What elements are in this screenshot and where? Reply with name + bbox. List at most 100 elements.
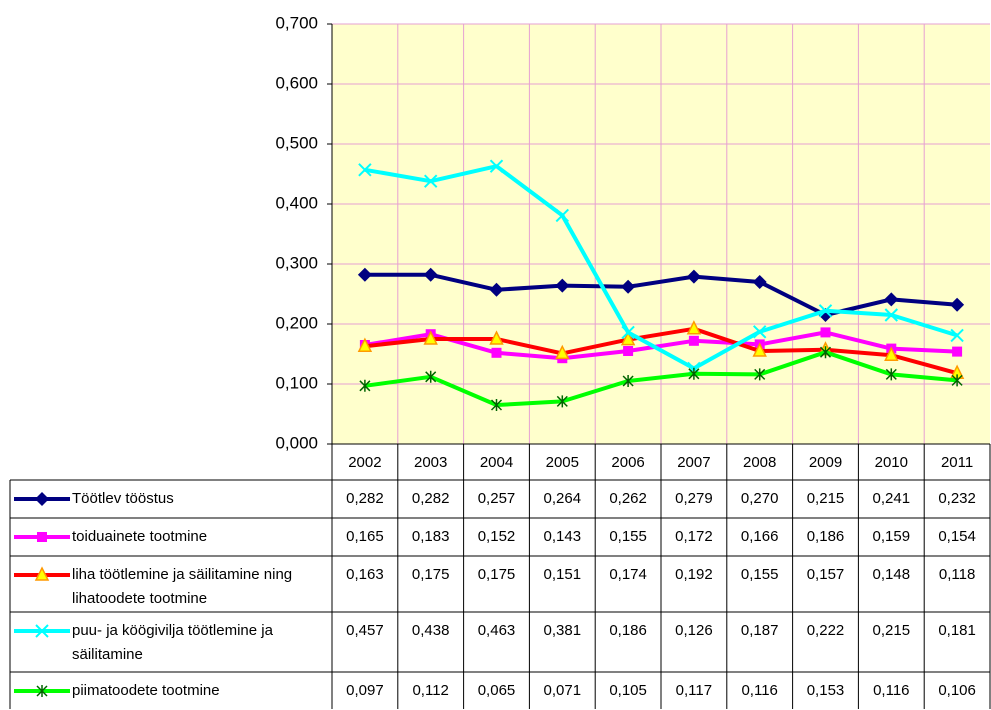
marker <box>820 327 831 338</box>
legend-marker <box>34 566 50 581</box>
y-tick-label: 0,100 <box>275 373 318 392</box>
table-value: 0,097 <box>346 682 384 699</box>
legend-label: piimatoodete tootmine <box>72 682 220 699</box>
marker <box>423 330 438 345</box>
marker <box>885 368 897 381</box>
table-value: 0,117 <box>676 682 712 699</box>
table-value: 0,165 <box>346 528 384 545</box>
series-line <box>364 164 958 371</box>
marker <box>818 304 833 318</box>
y-tick-label: 0,500 <box>275 133 318 152</box>
x-tick-label: 2002 <box>348 454 381 471</box>
x-tick-label: 2005 <box>546 454 579 471</box>
y-tick-label: 0,000 <box>275 433 318 452</box>
table-value: 0,381 <box>544 622 582 639</box>
marker <box>752 275 767 289</box>
marker <box>950 328 964 343</box>
legend-label: puu- ja köögivilja töötlemine ja säilita… <box>72 622 273 663</box>
marker <box>491 347 502 358</box>
legend-label: toiduainete tootmine <box>72 528 208 545</box>
series-line <box>364 350 958 407</box>
table-value: 0,181 <box>938 622 976 639</box>
table-value: 0,270 <box>741 490 779 507</box>
table-value: 0,192 <box>675 566 713 583</box>
table-value: 0,262 <box>609 490 647 507</box>
table-value: 0,166 <box>741 528 779 545</box>
legend-marker <box>35 492 49 506</box>
marker <box>423 174 438 188</box>
x-tick-label: 2011 <box>941 454 973 471</box>
marker <box>688 367 700 380</box>
table-value: 0,153 <box>807 682 845 699</box>
table-value: 0,148 <box>873 566 911 583</box>
x-tick-label: 2003 <box>414 454 447 471</box>
table-value: 0,215 <box>807 490 845 507</box>
marker <box>490 399 503 411</box>
table-value: 0,232 <box>938 490 976 507</box>
table-value: 0,105 <box>609 682 647 699</box>
table-value: 0,457 <box>346 622 384 639</box>
table-value: 0,264 <box>544 490 582 507</box>
table-value: 0,186 <box>807 528 845 545</box>
series-line <box>364 330 958 361</box>
marker <box>359 379 371 392</box>
table-value: 0,172 <box>675 528 713 545</box>
marker <box>621 325 635 340</box>
marker <box>555 344 570 360</box>
table-value: 0,175 <box>478 566 516 583</box>
x-tick-label: 2004 <box>480 454 513 471</box>
marker <box>489 330 504 345</box>
marker <box>622 375 634 387</box>
y-tick-label: 0,600 <box>275 73 318 92</box>
legend-label: liha töötlemine ja säilitamine ning liha… <box>72 566 293 607</box>
marker <box>884 292 899 307</box>
table-value: 0,071 <box>544 682 582 699</box>
marker <box>752 325 767 339</box>
marker <box>621 279 636 294</box>
legend-marker <box>37 532 47 542</box>
marker <box>686 320 702 335</box>
table-value: 0,279 <box>675 490 713 507</box>
table-value: 0,175 <box>412 566 450 583</box>
table-value: 0,065 <box>478 682 516 699</box>
table-value: 0,222 <box>807 622 845 639</box>
x-tick-label: 2010 <box>875 454 908 471</box>
marker <box>754 368 766 381</box>
marker <box>489 159 504 173</box>
table-value: 0,282 <box>346 490 384 507</box>
table-value: 0,438 <box>412 622 450 639</box>
y-tick-label: 0,200 <box>275 313 318 332</box>
series-line <box>364 272 958 317</box>
table-value: 0,183 <box>412 528 450 545</box>
marker <box>555 208 570 223</box>
table-value: 0,163 <box>346 566 384 583</box>
marker <box>489 282 504 297</box>
table-value: 0,155 <box>609 528 647 545</box>
table-value: 0,174 <box>609 566 647 583</box>
table-value: 0,116 <box>873 682 909 699</box>
table-value: 0,257 <box>478 490 516 507</box>
table-value: 0,282 <box>412 490 450 507</box>
x-tick-label: 2009 <box>809 454 842 471</box>
table-value: 0,187 <box>741 622 779 639</box>
table-value: 0,186 <box>609 622 647 639</box>
legend-marker <box>36 685 48 697</box>
table-value: 0,116 <box>741 682 777 699</box>
table-value: 0,151 <box>544 566 582 583</box>
marker <box>688 335 699 346</box>
marker <box>358 163 372 177</box>
marker <box>620 330 636 346</box>
marker <box>951 374 963 387</box>
table-value: 0,152 <box>478 528 516 545</box>
table-value: 0,106 <box>938 682 976 699</box>
table-value: 0,143 <box>544 528 582 545</box>
marker <box>425 370 437 383</box>
series-line <box>364 326 958 376</box>
marker <box>819 346 832 359</box>
marker <box>884 308 899 322</box>
table-value: 0,112 <box>412 682 448 699</box>
marker <box>752 342 767 357</box>
table-value: 0,215 <box>873 622 911 639</box>
table-value: 0,159 <box>873 528 911 545</box>
